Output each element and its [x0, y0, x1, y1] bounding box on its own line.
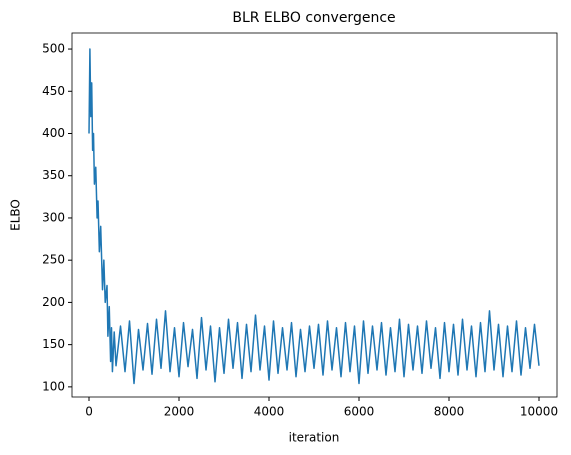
- chart-title: BLR ELBO convergence: [232, 10, 395, 26]
- x-tick-label: 10000: [520, 405, 558, 419]
- y-tick-label: 500: [42, 42, 65, 56]
- y-tick-label: 450: [42, 84, 65, 98]
- x-tick-label: 6000: [344, 405, 375, 419]
- x-tick-label: 8000: [434, 405, 465, 419]
- axes-frame: [71, 32, 558, 398]
- y-tick-label: 300: [42, 210, 65, 224]
- y-tick-label: 150: [42, 337, 65, 351]
- x-tick-label: 2000: [164, 405, 195, 419]
- y-tick-label: 100: [42, 379, 65, 393]
- y-tick-label: 200: [42, 295, 65, 309]
- y-tick-label: 350: [42, 168, 65, 182]
- x-axis-label: iteration: [289, 431, 340, 445]
- y-axis-label: ELBO: [9, 199, 23, 231]
- y-tick-label: 400: [42, 126, 65, 140]
- line: [88, 48, 540, 385]
- x-tick-label: 4000: [254, 405, 285, 419]
- y-tick-label: 250: [42, 253, 65, 267]
- x-tick-label: 0: [85, 405, 93, 419]
